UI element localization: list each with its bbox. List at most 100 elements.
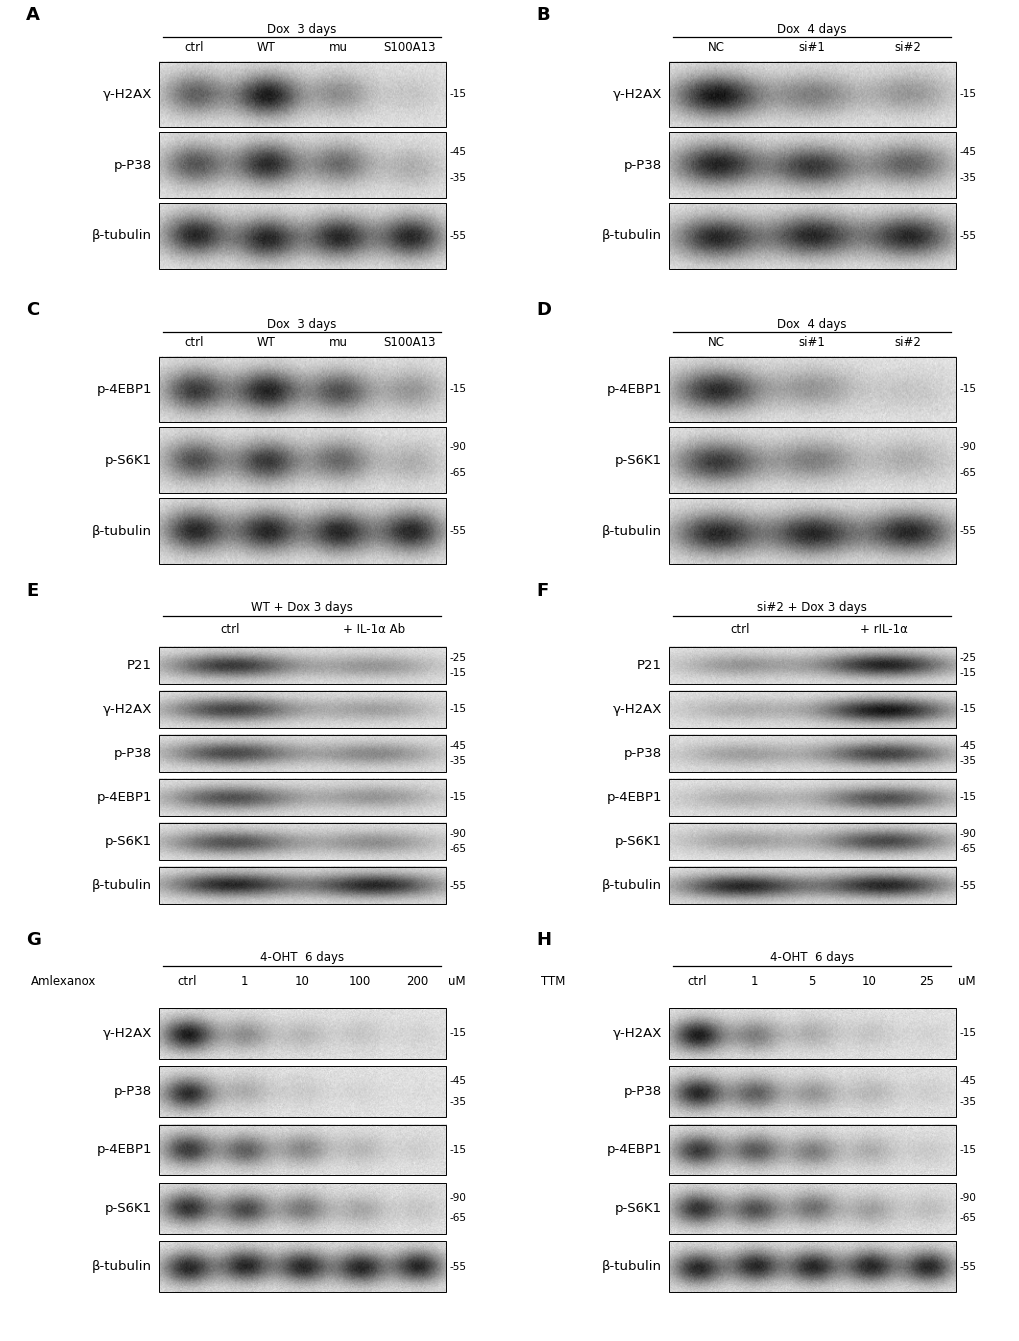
Bar (158, 1242, 445, 1293)
Text: Dox  4 days: Dox 4 days (776, 23, 846, 35)
Bar (158, 1008, 445, 1058)
Text: -45: -45 (449, 742, 466, 751)
Text: H: H (536, 931, 550, 948)
Text: -15: -15 (959, 90, 975, 99)
Text: -15: -15 (959, 704, 975, 715)
Text: p-P38: p-P38 (113, 747, 152, 760)
Text: -65: -65 (959, 843, 975, 854)
Text: β-tubulin: β-tubulin (601, 880, 661, 892)
Text: F: F (536, 582, 548, 601)
Text: ctrl: ctrl (184, 337, 204, 350)
Text: -15: -15 (449, 793, 466, 802)
Text: p-4EBP1: p-4EBP1 (96, 791, 152, 803)
Text: p-4EBP1: p-4EBP1 (96, 1144, 152, 1156)
Bar (158, 62, 445, 127)
Text: -65: -65 (959, 1214, 975, 1223)
Text: -15: -15 (959, 385, 975, 394)
Text: p-P38: p-P38 (623, 747, 661, 760)
Text: -45: -45 (449, 1077, 466, 1086)
Text: p-4EBP1: p-4EBP1 (96, 382, 152, 396)
Text: + rIL-1α: + rIL-1α (859, 624, 907, 636)
Bar (667, 204, 955, 268)
Text: p-S6K1: p-S6K1 (105, 1202, 152, 1215)
Text: -15: -15 (449, 1029, 466, 1038)
Text: β-tubulin: β-tubulin (92, 524, 152, 538)
Bar (667, 1008, 955, 1058)
Bar (158, 823, 445, 860)
Text: -55: -55 (959, 1262, 975, 1271)
Text: p-P38: p-P38 (623, 1085, 661, 1098)
Text: 10: 10 (294, 975, 309, 988)
Text: Dox  3 days: Dox 3 days (267, 23, 336, 35)
Text: Dox  4 days: Dox 4 days (776, 318, 846, 330)
Text: β-tubulin: β-tubulin (92, 1261, 152, 1273)
Bar (158, 204, 445, 268)
Text: -65: -65 (449, 468, 466, 479)
Bar (667, 691, 955, 728)
Text: γ-H2AX: γ-H2AX (102, 703, 152, 716)
Text: C: C (26, 302, 40, 319)
Text: β-tubulin: β-tubulin (601, 1261, 661, 1273)
Text: WT + Dox 3 days: WT + Dox 3 days (251, 601, 353, 614)
Bar (667, 428, 955, 493)
Text: S100A13: S100A13 (383, 42, 436, 55)
Text: -15: -15 (449, 385, 466, 394)
Text: NC: NC (707, 337, 725, 350)
Bar (667, 133, 955, 198)
Text: -90: -90 (449, 1193, 466, 1203)
Text: -90: -90 (959, 443, 975, 452)
Text: -45: -45 (959, 148, 975, 157)
Text: -90: -90 (449, 443, 466, 452)
Bar (667, 1242, 955, 1293)
Text: 5: 5 (808, 975, 815, 988)
Bar (667, 779, 955, 817)
Text: 1: 1 (240, 975, 249, 988)
Text: -55: -55 (959, 231, 975, 241)
Bar (158, 1125, 445, 1175)
Text: -15: -15 (959, 1145, 975, 1155)
Text: -90: -90 (959, 1193, 975, 1203)
Text: Dox  3 days: Dox 3 days (267, 318, 336, 330)
Text: -35: -35 (449, 173, 466, 184)
Text: -90: -90 (449, 829, 466, 839)
Bar (667, 735, 955, 772)
Text: -35: -35 (959, 756, 975, 766)
Text: S100A13: S100A13 (383, 337, 436, 350)
Text: γ-H2AX: γ-H2AX (611, 1027, 661, 1039)
Text: -45: -45 (959, 742, 975, 751)
Bar (667, 1066, 955, 1117)
Text: NC: NC (707, 42, 725, 55)
Text: p-S6K1: p-S6K1 (105, 453, 152, 467)
Text: γ-H2AX: γ-H2AX (611, 87, 661, 101)
Text: γ-H2AX: γ-H2AX (611, 703, 661, 716)
Text: uM: uM (447, 975, 465, 988)
Bar (158, 779, 445, 817)
Bar (158, 646, 445, 684)
Text: p-4EBP1: p-4EBP1 (605, 382, 661, 396)
Text: ctrl: ctrl (730, 624, 749, 636)
Bar (158, 499, 445, 563)
Bar (158, 133, 445, 198)
Text: -15: -15 (959, 793, 975, 802)
Text: ctrl: ctrl (184, 42, 204, 55)
Text: -55: -55 (449, 231, 466, 241)
Text: -55: -55 (449, 881, 466, 890)
Bar (667, 866, 955, 904)
Text: 10: 10 (861, 975, 876, 988)
Text: -15: -15 (959, 1029, 975, 1038)
Bar (667, 1183, 955, 1234)
Text: A: A (26, 7, 40, 24)
Text: -55: -55 (959, 881, 975, 890)
Text: G: G (26, 931, 41, 948)
Text: ctrl: ctrl (177, 975, 197, 988)
Text: -65: -65 (959, 468, 975, 479)
Text: + IL-1α Ab: + IL-1α Ab (342, 624, 405, 636)
Text: -55: -55 (449, 526, 466, 536)
Text: p-4EBP1: p-4EBP1 (605, 791, 661, 803)
Bar (158, 691, 445, 728)
Text: -15: -15 (449, 704, 466, 715)
Text: p-P38: p-P38 (113, 158, 152, 172)
Text: si#2: si#2 (894, 337, 920, 350)
Bar (667, 646, 955, 684)
Text: mu: mu (328, 42, 347, 55)
